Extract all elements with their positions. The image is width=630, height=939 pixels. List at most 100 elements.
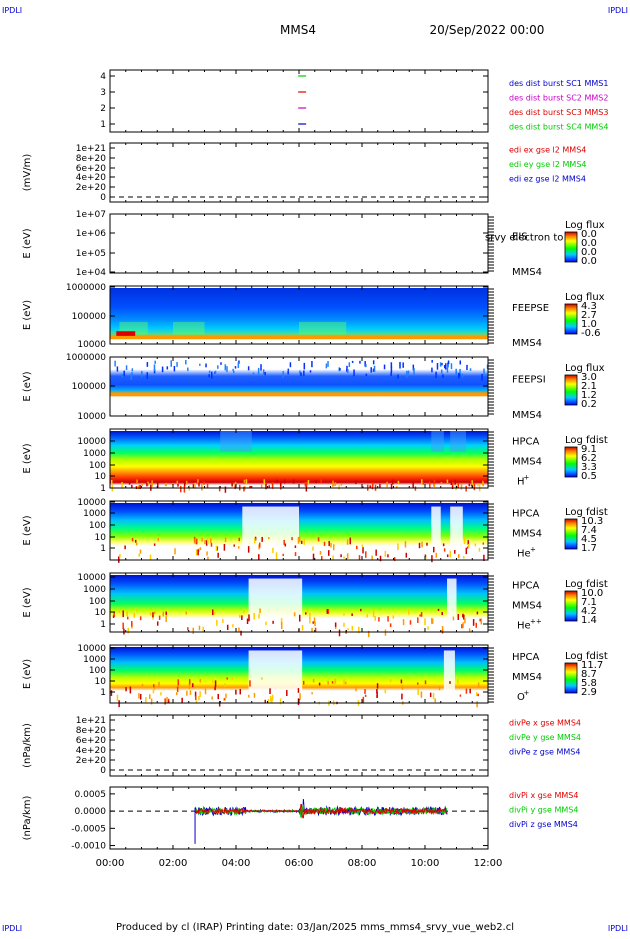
heatmap-speckle — [478, 547, 481, 552]
heatmap-speckle — [447, 362, 449, 368]
heatmap-speckle — [231, 677, 233, 680]
heatmap-speckle — [165, 611, 167, 615]
corner-label-top-left: IPDLI — [2, 6, 22, 15]
heatmap-speckle — [187, 627, 189, 631]
heatmap-speckle — [189, 690, 192, 695]
heatmap-speckle — [121, 482, 123, 489]
heatmap-speckle — [334, 678, 336, 685]
time-axis-label: 00:00 — [96, 858, 125, 869]
heatmap-speckle — [165, 615, 167, 622]
heatmap-speckle — [124, 545, 126, 550]
heatmap-speckle — [211, 696, 213, 700]
heatmap-speckle — [204, 539, 206, 545]
heatmap-speckle — [153, 611, 156, 615]
heatmap-speckle — [371, 555, 373, 561]
heatmap-speckle — [272, 547, 274, 553]
y-tick-label: 1e+07 — [76, 210, 106, 220]
heatmap-speckle — [218, 486, 221, 492]
heatmap-speckle — [217, 552, 219, 558]
heatmap-speckle — [346, 553, 349, 559]
heatmap-speckle — [211, 371, 213, 379]
y-tick-label: 1000 — [83, 449, 106, 459]
heatmap-speckle — [358, 626, 360, 634]
species-charge: + — [530, 546, 536, 554]
y-tick-label: -0.0010 — [71, 842, 106, 852]
heatmap-speckle — [248, 614, 250, 622]
heatmap-speckle — [247, 366, 250, 371]
heatmap-speckle — [199, 691, 201, 697]
heatmap-speckle — [479, 618, 482, 622]
y-tick-label: 1e+04 — [76, 268, 107, 278]
heatmap-speckle — [195, 700, 198, 703]
heatmap-speckle — [187, 367, 189, 372]
heatmap-speckle — [314, 627, 317, 632]
heatmap-speckle — [183, 485, 186, 493]
heatmap-speckle — [231, 483, 233, 487]
heatmap-speckle — [482, 481, 485, 487]
spacecraft-label: MMS4 — [512, 267, 542, 278]
heatmap-speckle — [373, 365, 376, 373]
heatmap-speckle — [375, 549, 377, 556]
colorbar — [564, 518, 578, 550]
heatmap-speckle — [118, 610, 121, 613]
heatmap-speckle — [262, 369, 265, 376]
heatmap-speckle — [328, 540, 330, 547]
heatmap-speckle — [433, 479, 436, 484]
colorbar-label: 1.7 — [581, 543, 597, 554]
instrument-label: HPCA — [512, 509, 540, 520]
heatmap-speckle — [139, 694, 142, 700]
y-tick-label: 4e+20 — [76, 746, 107, 756]
colorbar — [564, 590, 578, 622]
heatmap-speckle — [454, 549, 456, 554]
colorbar-title: Log flux — [565, 292, 605, 303]
heatmap-speckle — [149, 694, 151, 700]
heatmap-speckle — [389, 623, 392, 628]
heatmap-speckle — [216, 619, 218, 626]
heatmap-speckle — [284, 479, 286, 484]
heatmap-speckle — [312, 621, 314, 624]
heatmap-speckle — [309, 612, 311, 619]
y-tick-label: 10000 — [77, 573, 106, 583]
heatmap-speckle — [217, 693, 219, 700]
heatmap-speckle — [214, 686, 216, 691]
colorbar-label: 2.9 — [581, 687, 597, 698]
heatmap-speckle — [123, 370, 125, 377]
heatmap-speckle — [327, 680, 329, 685]
heatmap-speckle — [420, 612, 423, 617]
heatmap-speckle — [280, 621, 283, 629]
heatmap-speckle — [203, 481, 205, 485]
heatmap-speckle — [238, 360, 240, 364]
heatmap-speckle — [378, 617, 380, 622]
y-axis-label: E (eV) — [22, 300, 33, 330]
heatmap-speckle — [122, 610, 124, 618]
heatmap-speckle — [301, 625, 304, 631]
panel-frame — [109, 142, 489, 203]
instrument-label: FEEPSI — [512, 375, 546, 386]
heatmap-speckle — [291, 537, 293, 541]
heatmap-speckle — [303, 362, 306, 370]
y-tick-label: 1000000 — [66, 353, 106, 363]
heatmap-speckle — [360, 608, 362, 612]
colorbar — [564, 662, 578, 694]
heatmap-speckle — [443, 548, 446, 552]
heatmap-speckle — [185, 359, 187, 365]
heatmap-speckle — [153, 684, 155, 690]
colorbar-label: 4.2 — [581, 606, 597, 617]
heatmap-speckle — [362, 547, 364, 554]
heatmap-speckle — [407, 370, 410, 375]
heatmap-speckle — [254, 538, 256, 544]
heatmap-speckle — [458, 373, 461, 377]
heatmap-speckle — [258, 613, 260, 619]
heatmap-speckle — [276, 479, 278, 484]
heatmap-speckle — [365, 551, 367, 558]
spacecraft-label: MMS4 — [512, 457, 542, 468]
colorbar-label: 8.7 — [581, 669, 597, 680]
heatmap-speckle — [243, 479, 246, 483]
heatmap-speckle — [434, 698, 436, 703]
heatmap-speckle — [305, 612, 307, 615]
heatmap-speckle — [271, 482, 274, 489]
heatmap-speckle — [351, 613, 353, 616]
heatmap-speckle — [176, 480, 179, 484]
heatmap-speckle — [199, 678, 202, 683]
heatmap-speckle — [390, 483, 393, 490]
